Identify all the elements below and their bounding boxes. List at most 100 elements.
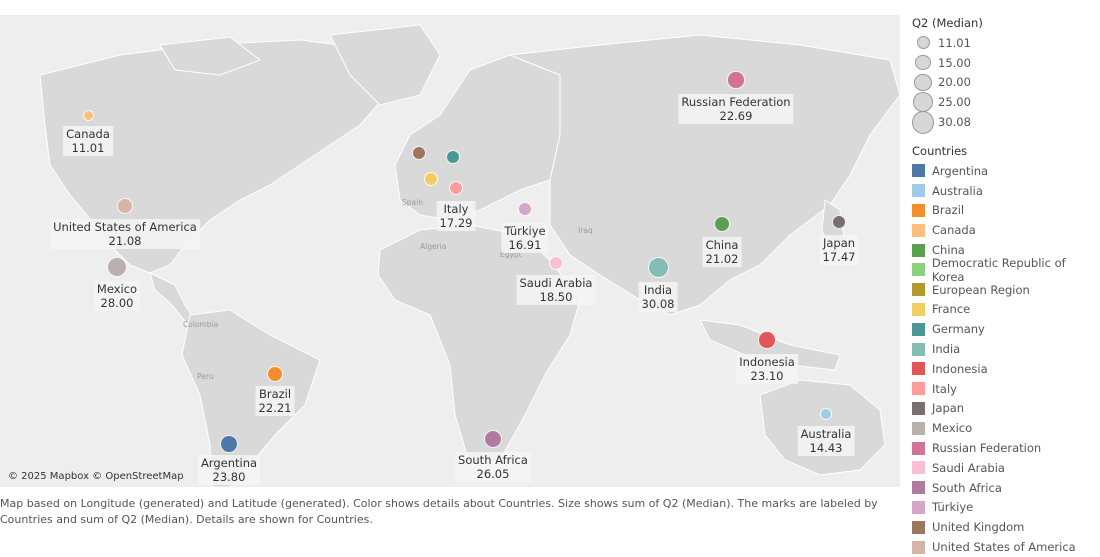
marker-label-value: 11.01 — [71, 141, 105, 155]
marker-label-name: Japan — [822, 236, 856, 250]
color-legend-item[interactable]: Indonesia — [912, 359, 1100, 379]
marker-label: Mexico 28.00 — [93, 281, 141, 311]
size-legend-item[interactable]: 15.00 — [912, 53, 983, 73]
size-legend-title: Q2 (Median) — [912, 16, 983, 30]
geo-label: Peru — [197, 372, 214, 381]
color-legend-item[interactable]: Russian Federation — [912, 438, 1100, 458]
map-marker[interactable] — [819, 407, 833, 421]
geo-label: Colombia — [183, 320, 219, 329]
legend-swatch — [912, 243, 925, 257]
legend-swatch — [912, 322, 925, 336]
map-marker[interactable] — [82, 109, 94, 121]
color-legend-item[interactable]: South Africa — [912, 478, 1100, 498]
legend-swatch — [912, 461, 925, 475]
color-legend-item[interactable]: Australia — [912, 181, 1100, 201]
legend-label: United States of America — [932, 540, 1076, 555]
map-marker[interactable] — [116, 197, 134, 215]
legend-swatch — [912, 362, 925, 376]
marker-label-name: Canada — [66, 127, 110, 141]
color-legend-item[interactable]: Germany — [912, 319, 1100, 339]
geo-label: Iraq — [578, 226, 593, 235]
legend-swatch — [912, 520, 925, 534]
world-map[interactable]: Spain Algeria Egypt Iraq Colombia Peru Canada… — [0, 15, 900, 487]
map-marker[interactable] — [448, 180, 464, 196]
marker-label-name: United States of America — [53, 220, 197, 234]
map-marker[interactable] — [266, 365, 284, 383]
color-legend-item[interactable]: Brazil — [912, 201, 1100, 221]
marker-label-value: 21.02 — [705, 252, 739, 266]
legend-swatch — [912, 203, 925, 217]
marker-label-value: 22.69 — [719, 109, 753, 123]
map-marker[interactable] — [831, 214, 847, 230]
marker-label-name: Saudi Arabia — [519, 276, 593, 290]
marker-label: China 21.02 — [702, 237, 742, 267]
marker-label-name: Australia — [800, 427, 852, 441]
color-legend-item[interactable]: China — [912, 240, 1100, 260]
color-legend-item[interactable]: Mexico — [912, 418, 1100, 438]
legend-label: Italy — [932, 381, 957, 396]
legend-swatch — [912, 382, 925, 396]
size-legend-circle — [912, 110, 934, 134]
greenland-land — [329, 24, 441, 106]
color-legend-item[interactable]: Italy — [912, 379, 1100, 399]
legend-label: Argentina — [932, 163, 989, 178]
color-legend-item[interactable]: United Kingdom — [912, 517, 1100, 537]
map-marker[interactable] — [758, 331, 776, 349]
map-marker[interactable] — [424, 172, 438, 186]
size-legend-item[interactable]: 11.01 — [912, 33, 983, 53]
legend-swatch — [912, 342, 925, 356]
size-legend-item[interactable]: 20.00 — [912, 73, 983, 93]
marker-label-value: 16.91 — [508, 238, 542, 252]
marker-label-value: 17.47 — [822, 250, 856, 264]
legend-label: Türkiye — [932, 500, 974, 515]
marker-label-name: Russian Federation — [681, 95, 791, 109]
map-marker[interactable] — [412, 146, 426, 160]
color-legend-item[interactable]: Türkiye — [912, 498, 1100, 518]
color-legend-title: Countries — [912, 144, 968, 158]
color-legend-item[interactable]: Canada — [912, 220, 1100, 240]
marker-label-value: 18.50 — [539, 290, 573, 304]
legend-label: China — [932, 243, 965, 258]
size-legend-label: 30.08 — [938, 115, 971, 130]
marker-label: Canada 11.01 — [63, 126, 113, 156]
asia-land — [509, 34, 900, 316]
map-marker[interactable] — [483, 429, 503, 449]
color-legend-item[interactable]: Democratic Republic of Korea — [912, 256, 1100, 284]
map-marker[interactable] — [727, 71, 745, 89]
map-marker[interactable] — [446, 150, 460, 164]
map-marker[interactable] — [647, 256, 669, 278]
size-legend-item[interactable]: 25.00 — [912, 92, 983, 113]
marker-label-value: 28.00 — [100, 296, 134, 310]
color-legend-item[interactable]: European Region — [912, 280, 1100, 300]
size-legend-item[interactable]: 30.08 — [912, 110, 983, 134]
color-legend-item[interactable]: United States of America — [912, 537, 1100, 557]
marker-label-value: 26.05 — [476, 467, 510, 481]
legend-label: Mexico — [932, 421, 973, 436]
legend-label: United Kingdom — [932, 520, 1025, 535]
color-legend: Countries Argentina Australia Brazil Canada… — [912, 144, 1100, 557]
legend-swatch — [912, 184, 925, 198]
map-marker[interactable] — [517, 201, 533, 217]
map-marker[interactable] — [107, 257, 127, 277]
map-marker[interactable] — [713, 215, 731, 233]
size-legend-label: 20.00 — [938, 75, 971, 90]
map-caption: Map based on Longitude (generated) and L… — [0, 497, 878, 526]
marker-label-name: Indonesia — [739, 355, 795, 369]
color-legend-item[interactable]: Argentina — [912, 161, 1100, 181]
map-attribution[interactable]: © 2025 Mapbox © OpenStreetMap — [8, 471, 184, 482]
color-legend-item[interactable]: Japan — [912, 399, 1100, 419]
marker-label-value: 17.29 — [439, 216, 473, 230]
legend-label: Canada — [932, 223, 976, 238]
marker-label: Italy 17.29 — [436, 201, 476, 231]
size-legend-circle — [916, 36, 930, 50]
legend-swatch — [912, 481, 925, 495]
size-legend-label: 25.00 — [938, 95, 971, 110]
color-legend-item[interactable]: Saudi Arabia — [912, 458, 1100, 478]
map-marker[interactable] — [220, 435, 238, 453]
color-legend-item[interactable]: India — [912, 339, 1100, 359]
marker-label-value: 23.10 — [750, 369, 784, 383]
size-legend-label: 11.01 — [938, 35, 971, 50]
map-marker[interactable] — [548, 255, 564, 271]
color-legend-item[interactable]: France — [912, 300, 1100, 320]
legend-swatch — [912, 164, 925, 178]
